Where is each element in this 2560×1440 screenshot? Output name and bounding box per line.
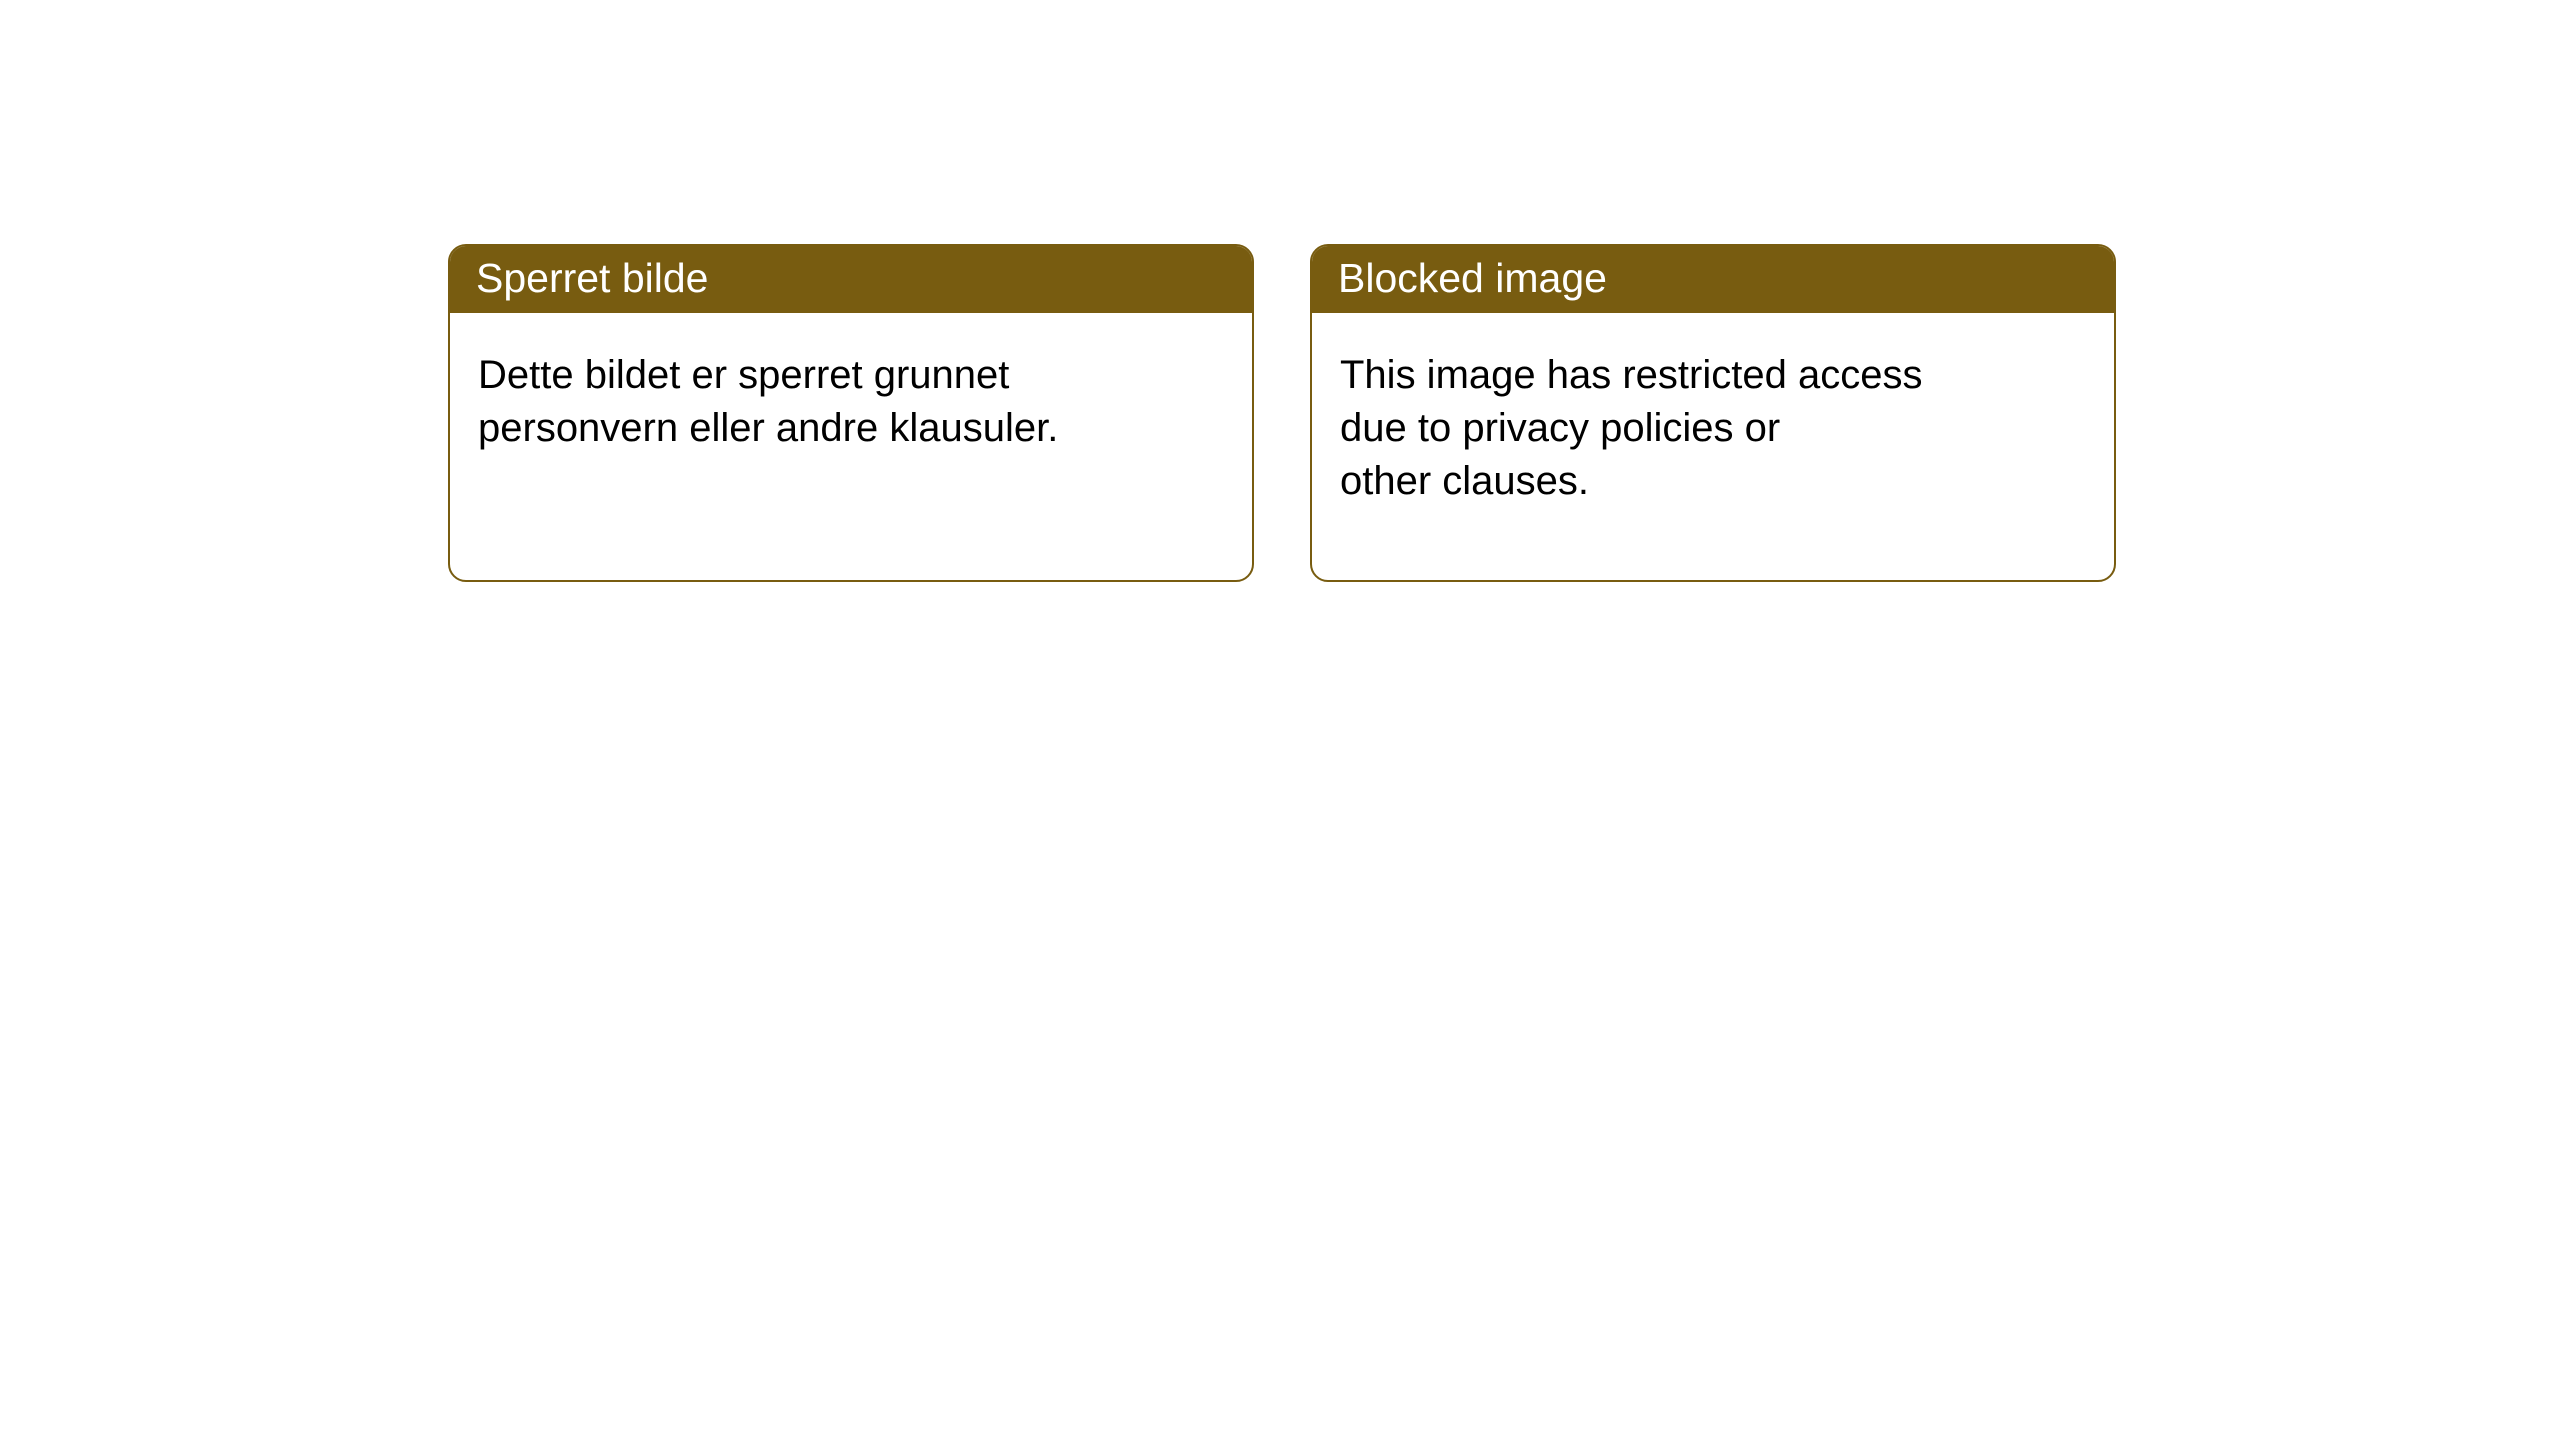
card-header-en: Blocked image — [1312, 246, 2114, 313]
card-body-no: Dette bildet er sperret grunnet personve… — [450, 313, 1252, 491]
blocked-image-notice-container: Sperret bilde Dette bildet er sperret gr… — [0, 0, 2560, 582]
blocked-image-card-no: Sperret bilde Dette bildet er sperret gr… — [448, 244, 1254, 582]
blocked-image-card-en: Blocked image This image has restricted … — [1310, 244, 2116, 582]
card-body-en: This image has restricted access due to … — [1312, 313, 2114, 543]
card-header-no: Sperret bilde — [450, 246, 1252, 313]
